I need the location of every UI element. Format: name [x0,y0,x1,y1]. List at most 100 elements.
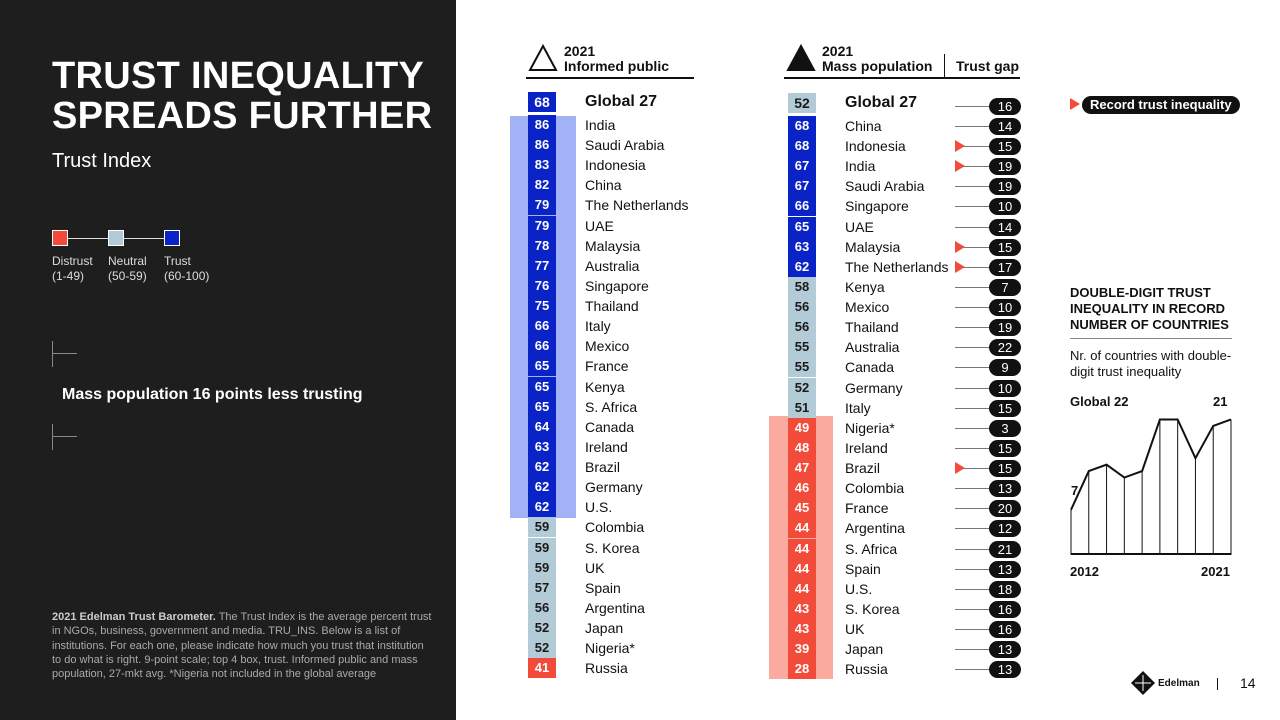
ip-country-label: UK [585,559,605,576]
ip-country-label: Kenya [585,378,625,395]
mp-country-label: Germany [845,379,903,396]
mass-population-header: 2021 Mass population [822,44,932,74]
mp-gap-leader [955,206,995,208]
mp-value-cell: 44 [788,518,816,539]
mp-gap-value: 10 [989,379,1021,397]
legend-swatch-trust [164,230,180,246]
mass-population-year: 2021 [822,43,854,59]
legend-neutral-range: (50-59) [108,269,147,283]
mp-country-label: Australia [845,339,900,356]
mp-country-label: Ireland [845,439,888,456]
legend-swatch-neutral [108,230,124,246]
mp-gap-value: 13 [989,560,1021,578]
mp-country-label: UAE [845,218,874,235]
record-arrow-icon [955,462,965,475]
mp-gap-leader [955,347,995,349]
ip-country-label: Canada [585,418,635,435]
bracket-bottom-icon [52,424,78,450]
mp-gap-leader [955,649,995,651]
mp-country-label: Spain [845,560,881,577]
ip-country-label: U.S. [585,499,613,516]
ip-country-label: Ireland [585,438,628,455]
record-arrow-icon [955,260,965,273]
mp-gap-leader [955,468,995,470]
ip-global-value: 68 [528,92,556,112]
mp-gap-leader [955,266,995,268]
mp-gap-value: 7 [989,278,1021,296]
mp-value-cell: 44 [788,558,816,579]
page-number: 14 [1240,675,1256,691]
mp-gap-value: 20 [989,500,1021,518]
mp-gap-leader [955,106,995,107]
mp-value-cell: 43 [788,598,816,619]
mp-gap-value: 15 [989,238,1021,256]
record-arrow-icon [955,160,965,173]
header-divider [944,54,945,78]
ip-value-cell: 79 [528,215,556,236]
side-chart-x-start: 2012 [1070,564,1099,579]
ip-country-label: Indonesia [585,157,646,174]
mp-gap-leader [955,447,995,449]
footnote: 2021 Edelman Trust Barometer. The Trust … [52,610,432,681]
ip-global-label: Global 27 [585,93,658,110]
ip-value-cell: 65 [528,396,556,417]
bracket-top-icon [52,341,78,367]
ip-value-cell: 65 [528,376,556,397]
mp-country-label: Kenya [845,278,885,295]
mp-value-cell: 67 [788,156,816,177]
mass-population-label: Mass population [822,58,933,74]
side-chart-end-value: 21 [1213,394,1228,409]
ip-value-cell: 59 [528,557,556,578]
mp-country-label: Italy [845,399,871,416]
mp-gap-leader [955,629,995,630]
legend-trust-range: (60-100) [164,269,210,283]
ip-value-cell: 65 [528,356,556,377]
mp-country-label: U.S. [845,580,873,597]
mp-country-label: S. Korea [845,600,900,617]
mp-global-label: Global 27 [845,94,918,111]
mp-gap-value: 15 [989,138,1021,156]
mp-country-label: Indonesia [845,138,906,155]
ip-country-label: Australia [585,257,640,274]
mp-value-cell: 62 [788,256,816,277]
mp-gap-leader [955,186,995,188]
legend-label-neutral: Neutral (50-59) [108,254,147,284]
ip-country-label: Colombia [585,519,645,536]
mp-country-label: Brazil [845,460,881,477]
footnote-source: 2021 Edelman Trust Barometer. [52,611,216,623]
mp-gap-value: 13 [989,661,1021,679]
mp-value-cell: 39 [788,639,816,660]
mp-value-cell: 47 [788,458,816,479]
ip-country-label: Russia [585,660,628,677]
side-chart-start-value: 7 [1071,483,1079,498]
mp-gap-value: 12 [989,520,1021,538]
mp-value-cell: 66 [788,196,816,217]
record-trust-inequality-label: Record trust inequality [1082,96,1240,114]
ip-value-cell: 57 [528,577,556,598]
title-line-2: SPREADS FURTHER [52,95,433,137]
informed-public-year: 2021 [564,43,596,59]
mp-gap-leader [955,126,995,127]
edelman-logo-text: Edelman [1158,678,1200,689]
page-separator [1217,678,1218,690]
mp-country-label: Russia [845,661,888,678]
side-area-chart [1070,418,1232,555]
ip-value-cell: 77 [528,255,556,276]
mp-gap-value: 10 [989,299,1021,317]
mp-value-cell: 46 [788,478,816,499]
mp-gap-leader [955,548,995,550]
ip-country-label: Argentina [585,599,645,616]
record-arrow-icon [1070,98,1080,110]
informed-public-triangle-icon [528,44,558,71]
side-chart-series-label: Global 22 [1070,394,1129,409]
mp-gap-value: 21 [989,540,1021,558]
mp-gap-value: 19 [989,158,1021,176]
ip-value-cell: 62 [528,457,556,478]
mp-gap-value: 16 [989,600,1021,618]
mp-country-label: France [845,500,889,517]
mp-gap-leader [955,568,995,570]
ip-value-cell: 79 [528,195,556,216]
mp-value-cell: 55 [788,357,816,378]
mp-gap-leader [955,327,995,329]
mp-gap-leader [955,407,995,409]
